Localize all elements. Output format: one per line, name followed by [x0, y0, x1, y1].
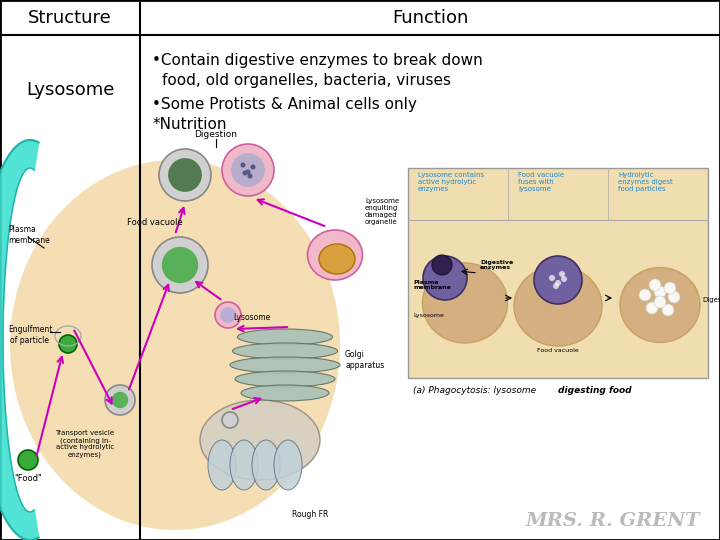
- Circle shape: [248, 173, 253, 179]
- Ellipse shape: [233, 343, 338, 359]
- Text: (a) Phagocytosis: lysosome: (a) Phagocytosis: lysosome: [413, 386, 539, 395]
- Ellipse shape: [620, 267, 700, 342]
- Circle shape: [231, 153, 265, 187]
- Text: Lysosome: Lysosome: [233, 313, 270, 321]
- Text: Plasma
membrane: Plasma membrane: [413, 280, 451, 291]
- Circle shape: [654, 286, 666, 298]
- Bar: [408, 168, 708, 378]
- Circle shape: [222, 144, 274, 196]
- Text: Digestion: Digestion: [194, 130, 238, 139]
- Text: "Food": "Food": [14, 474, 42, 483]
- Circle shape: [18, 450, 38, 470]
- Text: Plasma
membrane: Plasma membrane: [8, 225, 50, 245]
- Text: Hydrolytic
enzymes digest
food particles: Hydrolytic enzymes digest food particles: [618, 172, 672, 192]
- Circle shape: [112, 392, 128, 408]
- Text: digesting food: digesting food: [558, 386, 631, 395]
- Ellipse shape: [208, 440, 236, 490]
- Circle shape: [162, 247, 198, 283]
- Text: Food vacuole
fuses with
lysosome: Food vacuole fuses with lysosome: [518, 172, 564, 192]
- Text: Function: Function: [392, 9, 469, 26]
- Ellipse shape: [252, 440, 280, 490]
- Ellipse shape: [230, 440, 258, 490]
- Polygon shape: [0, 140, 39, 540]
- Circle shape: [152, 237, 208, 293]
- Circle shape: [668, 291, 680, 303]
- Text: Food vacuole: Food vacuole: [537, 348, 579, 353]
- Text: Lysosome
enqulting
damaged
organelle: Lysosome enqulting damaged organelle: [365, 198, 399, 225]
- Ellipse shape: [241, 385, 329, 401]
- Circle shape: [561, 276, 567, 282]
- Text: Digestion: Digestion: [702, 297, 720, 303]
- Ellipse shape: [10, 160, 340, 530]
- Ellipse shape: [274, 440, 302, 490]
- Circle shape: [215, 302, 241, 328]
- Circle shape: [646, 302, 658, 314]
- Circle shape: [59, 335, 77, 353]
- Circle shape: [251, 165, 256, 170]
- Text: •Contain digestive enzymes to break down: •Contain digestive enzymes to break down: [153, 53, 483, 68]
- Circle shape: [423, 256, 467, 300]
- Text: Golgi
apparatus: Golgi apparatus: [345, 350, 384, 370]
- Ellipse shape: [235, 371, 335, 387]
- Circle shape: [246, 170, 251, 174]
- Ellipse shape: [200, 400, 320, 480]
- Circle shape: [432, 255, 452, 275]
- Circle shape: [549, 275, 555, 281]
- Text: Rough FR: Rough FR: [292, 510, 328, 519]
- Ellipse shape: [238, 329, 333, 345]
- Circle shape: [649, 279, 661, 291]
- Ellipse shape: [514, 266, 602, 346]
- Ellipse shape: [230, 357, 340, 373]
- Text: Lysosome contains
active hydrolytic
enzymes: Lysosome contains active hydrolytic enzy…: [418, 172, 484, 192]
- Text: •Some Protists & Animal cells only: •Some Protists & Animal cells only: [153, 97, 418, 112]
- Circle shape: [168, 158, 202, 192]
- Circle shape: [559, 271, 565, 277]
- Text: Digestive
enzymes: Digestive enzymes: [480, 260, 513, 271]
- Circle shape: [105, 385, 135, 415]
- Circle shape: [159, 149, 211, 201]
- Circle shape: [222, 412, 238, 428]
- Text: food, old organelles, bacteria, viruses: food, old organelles, bacteria, viruses: [163, 73, 451, 88]
- Text: Engulfment
of particle: Engulfment of particle: [8, 325, 52, 345]
- Text: Lysosome: Lysosome: [26, 81, 114, 99]
- Circle shape: [639, 289, 651, 301]
- Circle shape: [654, 296, 666, 308]
- Circle shape: [220, 307, 236, 323]
- Text: *Nutrition: *Nutrition: [153, 117, 227, 132]
- Circle shape: [555, 280, 561, 286]
- Circle shape: [662, 304, 674, 316]
- Text: Structure: Structure: [28, 9, 112, 26]
- Ellipse shape: [307, 230, 362, 280]
- Text: Lysosome: Lysosome: [413, 313, 444, 318]
- Text: Food vacuole: Food vacuole: [127, 218, 183, 227]
- Circle shape: [664, 282, 676, 294]
- Ellipse shape: [319, 244, 355, 274]
- Text: MRS. R. GRENT: MRS. R. GRENT: [526, 512, 700, 530]
- Ellipse shape: [423, 263, 508, 343]
- Text: Transport vesicle
(containing in-
active hydrolytic
enzymes): Transport vesicle (containing in- active…: [55, 430, 114, 458]
- Circle shape: [240, 163, 246, 167]
- Circle shape: [243, 171, 248, 176]
- Circle shape: [553, 283, 559, 289]
- Circle shape: [534, 256, 582, 304]
